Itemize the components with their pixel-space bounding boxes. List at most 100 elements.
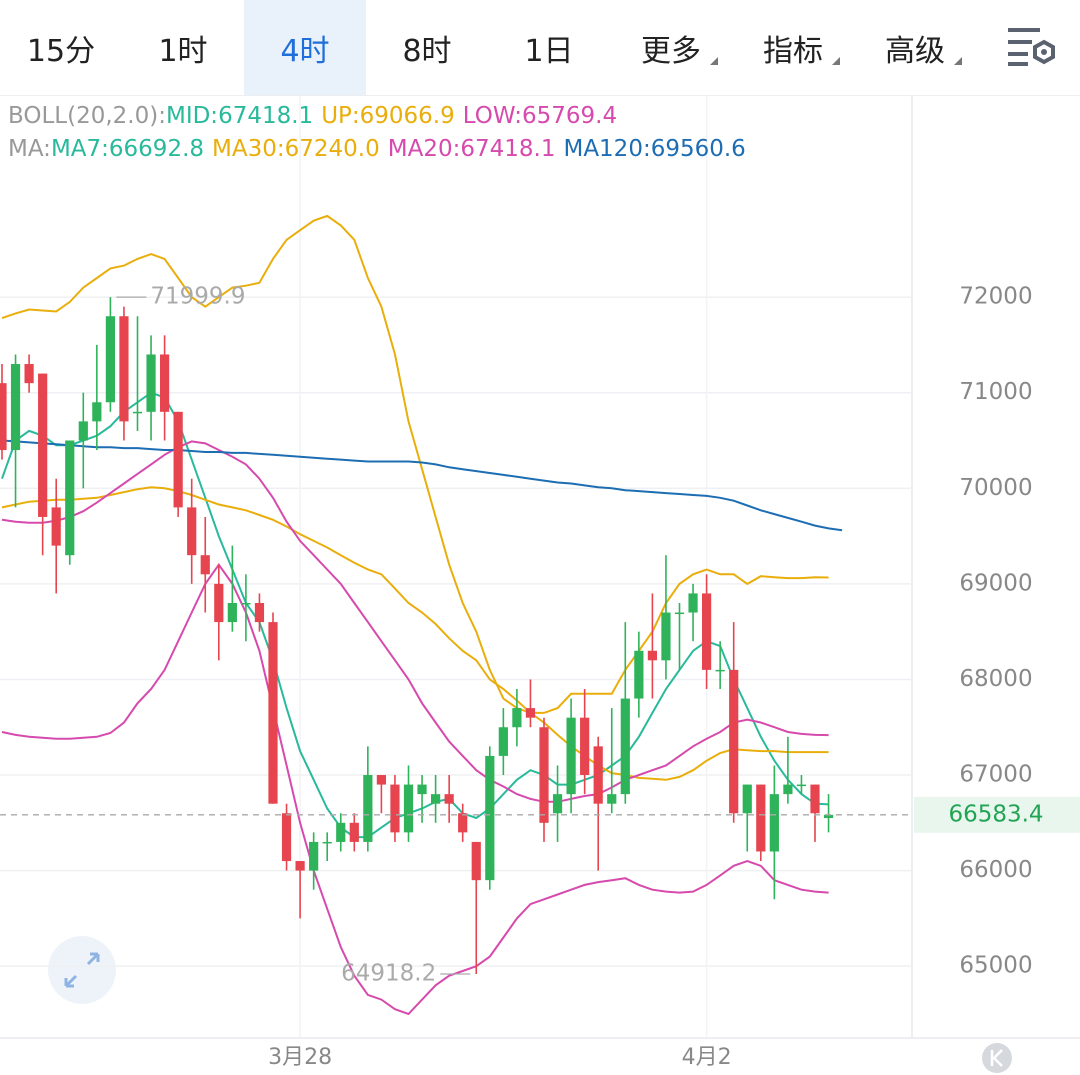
tab[interactable]: 指标 [732, 0, 854, 95]
candle-body [187, 507, 197, 556]
candle-body [78, 421, 88, 441]
candle-body [485, 755, 495, 881]
candle-body [295, 861, 305, 871]
candle-body [376, 775, 386, 785]
indicator-line [1, 439, 843, 532]
candle-body [0, 383, 7, 451]
indicator-line [1, 214, 829, 714]
candle-body [620, 698, 630, 795]
grid [0, 96, 912, 1038]
legend-name: MA120: [563, 136, 651, 162]
candle-body [309, 841, 319, 871]
legend-value: 65769.4 [522, 103, 618, 129]
indicator-legend: BOLL(20,2.0):MID:67418.1 UP:69066.9 LOW:65… [8, 100, 754, 166]
candle-body [227, 602, 237, 623]
legend-name: MA20: [387, 136, 461, 162]
tab[interactable]: 更多 [610, 0, 732, 95]
legend-name: UP: [321, 103, 360, 129]
candle-body [322, 841, 332, 844]
expand-button[interactable] [48, 936, 116, 1004]
indicator-lines [1, 214, 843, 1016]
candle-body [810, 784, 820, 814]
tab[interactable]: 8时 [402, 33, 452, 69]
legend-value: 67240.0 [284, 136, 380, 162]
candle-body [580, 717, 590, 776]
legend-name: MA7: [50, 136, 109, 162]
indicator-line [1, 440, 829, 803]
candle-body [647, 650, 657, 661]
legend-name: MID: [165, 103, 219, 129]
annotation-label: 64918.2 [341, 961, 436, 987]
tab[interactable]: 高级 [854, 0, 976, 95]
legend-label: MA: [8, 136, 51, 162]
candle-body [539, 727, 549, 823]
candle-body [674, 612, 685, 615]
y-tick-label: 71000 [959, 379, 1032, 405]
candle-body [417, 784, 427, 795]
candle-body [119, 316, 129, 422]
y-tick-label: 67000 [959, 762, 1032, 788]
tab[interactable]: 15分 [26, 33, 96, 69]
settings-lines [1008, 28, 1040, 66]
candle-body [823, 814, 834, 819]
legend-name: LOW: [462, 103, 523, 129]
candle-body [390, 784, 400, 833]
candle-body [105, 316, 115, 403]
candle-body [512, 708, 522, 728]
candle-body [132, 411, 143, 414]
legend-value: 69560.6 [650, 136, 746, 162]
tab[interactable]: 1时 [158, 33, 208, 69]
last-price-label: 66583.4 [948, 801, 1043, 827]
candle-body [756, 784, 766, 852]
candle-body [173, 411, 183, 508]
indicator-line [1, 562, 829, 1016]
candle-body [498, 727, 508, 756]
candle-body [769, 794, 779, 852]
candle-body [349, 822, 359, 842]
candle-body [607, 794, 617, 804]
candle-body [24, 364, 34, 384]
k-button[interactable] [982, 1043, 1012, 1073]
candle-body [742, 784, 752, 814]
expand-icon [64, 952, 100, 988]
candle-body [661, 612, 671, 661]
candle-body [458, 813, 468, 833]
candle-body [51, 507, 61, 546]
candle-body [146, 354, 156, 412]
k-icon [990, 1049, 1003, 1067]
candle-body [160, 354, 170, 412]
y-tick-label: 68000 [959, 666, 1032, 692]
candle-body [336, 822, 346, 842]
tab[interactable]: 1日 [524, 33, 574, 69]
candle-body [796, 784, 807, 787]
candle-body [634, 650, 644, 699]
candle-body [92, 402, 102, 422]
candle-body [38, 373, 48, 517]
candle-body [65, 440, 75, 556]
candle-body [10, 364, 21, 451]
y-tick-label: 66000 [959, 857, 1032, 883]
settings-icon[interactable] [1006, 24, 1058, 68]
candle-body [525, 708, 536, 718]
legend-label: BOLL(20,2.0): [8, 103, 166, 129]
candle-body [281, 813, 292, 862]
candle-body [552, 794, 563, 814]
legend-value: 67418.1 [460, 136, 556, 162]
tab[interactable]: 4时 [244, 0, 366, 95]
labels: 65000 66000 67000 68000 69000 70000 71000 72000… [0, 284, 1080, 1070]
candle-body [783, 784, 793, 795]
candle-body [431, 794, 441, 804]
y-tick-label: 65000 [959, 953, 1032, 979]
legend-value: 67418.1 [218, 103, 314, 129]
settings-dot [1041, 49, 1047, 55]
x-tick-label: 3月28 [268, 1045, 332, 1070]
legend-row: MA:MA7:66692.8 MA30:67240.0 MA20:67418.1 MA… [8, 133, 754, 166]
candle-body [254, 602, 265, 623]
toolbar: 15分 1时 4时 8时 1日 更多 指标 高级 [0, 0, 1080, 96]
legend-name: MA30: [212, 136, 285, 162]
legend-value: 66692.8 [108, 136, 205, 162]
y-tick-label: 69000 [959, 570, 1032, 596]
candle-body [403, 784, 414, 833]
candle-body [444, 794, 454, 804]
